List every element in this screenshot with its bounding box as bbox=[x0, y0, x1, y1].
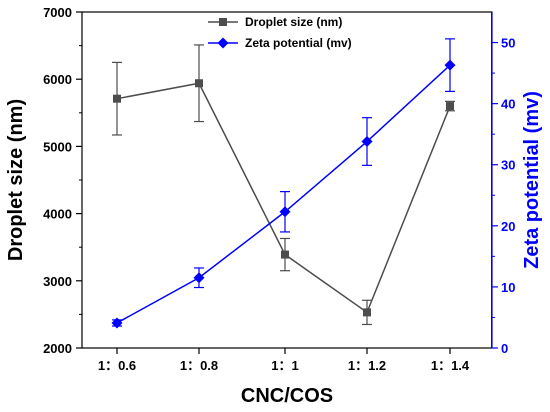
series-layer bbox=[111, 38, 456, 329]
x-tick-label: 1：1 bbox=[271, 358, 298, 373]
data-point bbox=[193, 272, 205, 284]
data-point bbox=[363, 308, 371, 317]
right-y-tick-label: 40 bbox=[501, 97, 515, 112]
right-y-tick-label: 0 bbox=[501, 341, 508, 356]
left-y-tick-label: 2000 bbox=[43, 341, 72, 356]
x-tick-label: 1：1.2 bbox=[348, 358, 386, 373]
left-y-tick-label: 6000 bbox=[43, 72, 72, 87]
legend-marker bbox=[219, 18, 227, 26]
x-tick-label: 1：0.8 bbox=[180, 358, 218, 373]
data-point bbox=[281, 250, 289, 259]
data-point bbox=[279, 206, 291, 218]
legend-marker bbox=[217, 37, 229, 49]
series-2 bbox=[111, 38, 456, 329]
data-point bbox=[361, 136, 373, 148]
data-point bbox=[113, 94, 121, 103]
left-y-axis-title: Droplet size (nm) bbox=[5, 99, 27, 261]
legend: Droplet size (nm) Zeta potential (mv) bbox=[208, 15, 352, 50]
x-tick-label: 1：1.4 bbox=[431, 358, 470, 373]
right-axis-line bbox=[491, 12, 493, 348]
data-point bbox=[444, 59, 456, 71]
plot-frame bbox=[81, 11, 493, 349]
right-y-axis: 0 10 20 30 40 50 bbox=[492, 36, 515, 356]
right-y-tick-label: 30 bbox=[501, 158, 515, 173]
legend-label: Zeta potential (mv) bbox=[245, 36, 352, 50]
x-tick-label: 1：0.6 bbox=[98, 358, 136, 373]
data-point bbox=[195, 79, 203, 88]
data-point bbox=[111, 317, 123, 329]
x-axis-title: CNC/COS bbox=[241, 385, 333, 407]
right-y-tick-label: 10 bbox=[501, 280, 515, 295]
left-y-tick-label: 4000 bbox=[43, 207, 72, 222]
legend-label: Droplet size (nm) bbox=[245, 15, 342, 29]
data-point bbox=[446, 102, 454, 111]
right-y-tick-label: 50 bbox=[501, 36, 515, 51]
left-y-tick-label: 3000 bbox=[43, 274, 72, 289]
left-y-tick-label: 7000 bbox=[43, 5, 72, 20]
left-y-tick-label: 5000 bbox=[43, 139, 72, 154]
series-line bbox=[116, 82, 451, 314]
right-y-tick-label: 20 bbox=[501, 219, 515, 234]
series-1 bbox=[112, 44, 455, 326]
x-axis: 1：0.6 1：0.8 1：1 1：1.2 1：1.4 bbox=[98, 348, 470, 373]
series-line bbox=[116, 64, 451, 324]
left-y-axis: 2000 3000 4000 5000 6000 7000 bbox=[43, 5, 82, 356]
right-y-axis-title: Zeta potential (mv) bbox=[521, 91, 543, 269]
